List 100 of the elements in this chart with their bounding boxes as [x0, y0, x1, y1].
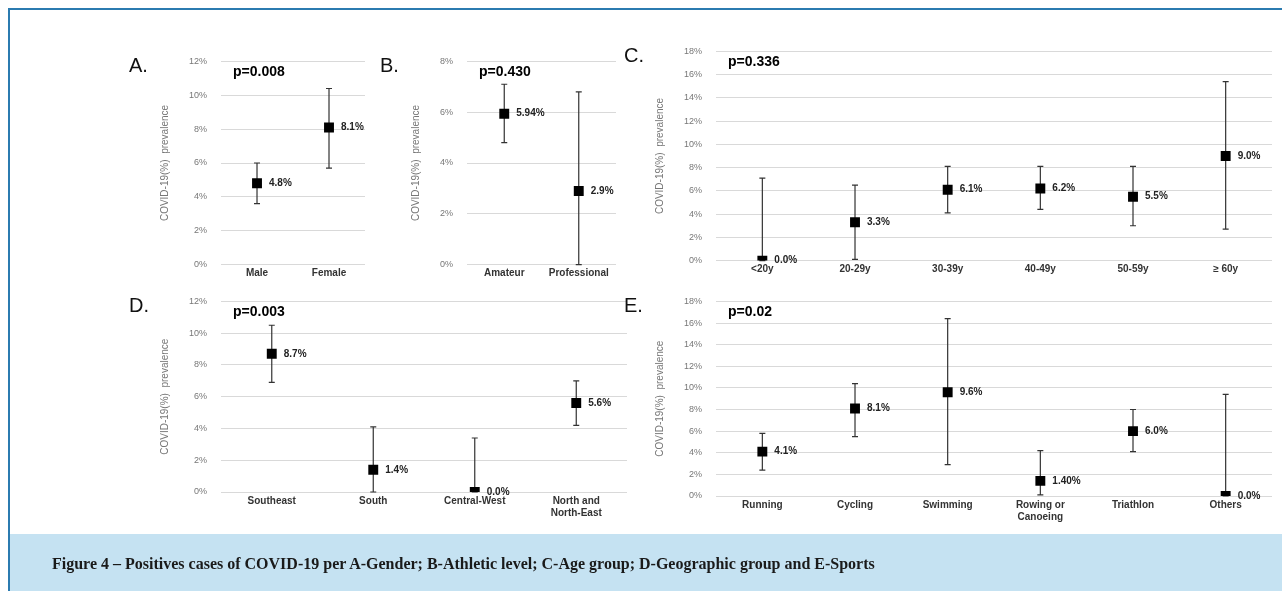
y-tick-label: 8% — [439, 55, 454, 66]
x-tick-label: Others — [1209, 498, 1243, 510]
y-tick-label: 2% — [689, 468, 703, 479]
chart-title: C. — [624, 44, 644, 67]
y-axis-title: COVID-19(%) prevalence — [409, 104, 421, 222]
y-tick-label: 18% — [684, 295, 703, 306]
y-tick-label: 6% — [689, 425, 703, 436]
x-tick-label: 50-59y — [1117, 263, 1150, 275]
data-label: 0.0% — [1237, 489, 1261, 501]
x-tick-label: Rowing or Canoeing — [1015, 498, 1065, 522]
chart-title: D. — [129, 294, 149, 317]
y-tick-label: 18% — [684, 45, 703, 56]
y-tick-label: 0% — [194, 486, 208, 497]
x-tick-label: South — [359, 494, 388, 506]
point — [1035, 183, 1046, 194]
y-tick-label: 6% — [439, 106, 454, 117]
annotation: p=0.008 — [233, 63, 285, 80]
data-label: 1.4% — [385, 463, 409, 475]
y-tick-label: 0% — [194, 259, 208, 270]
data-label: 4.8% — [269, 177, 292, 189]
x-tick-label: Amateur — [483, 267, 525, 279]
y-tick-label: 0% — [689, 490, 703, 501]
x-tick-label: 20-29y — [839, 263, 872, 275]
y-tick-label: 12% — [189, 295, 208, 306]
y-axis-title: COVID-19(%) prevalence — [653, 340, 665, 457]
x-tick-label: 30-39y — [932, 263, 964, 275]
x-tick-label: Triathlon — [1111, 498, 1155, 510]
data-label: 2.9% — [590, 184, 614, 196]
point — [571, 398, 582, 408]
data-label: 0.0% — [486, 485, 510, 497]
y-axis-title: COVID-19(%) prevalence — [158, 338, 170, 455]
point — [1128, 191, 1138, 202]
data-label: 6.2% — [1052, 182, 1076, 194]
y-tick-label: 8% — [194, 123, 208, 134]
data-label: 5.5% — [1145, 190, 1168, 202]
x-tick-label: Southeast — [247, 494, 297, 506]
x-tick-label: Professional — [548, 267, 609, 279]
y-tick-label: 14% — [684, 92, 703, 103]
y-tick-label: 10% — [189, 327, 208, 338]
data-label: 9.0% — [1237, 149, 1261, 161]
y-tick-label: 6% — [194, 391, 208, 402]
y-tick-label: 2% — [439, 208, 454, 219]
data-label: 8.1% — [867, 402, 890, 414]
y-tick-label: 10% — [189, 89, 208, 100]
annotation: p=0.336 — [728, 53, 780, 70]
point — [942, 387, 953, 398]
y-axis-title: COVID-19(%) prevalence — [653, 97, 665, 215]
y-tick-label: 4% — [689, 208, 703, 219]
data-label: 9.6% — [959, 385, 983, 397]
x-tick-label: Female — [311, 267, 347, 279]
point — [1035, 475, 1046, 486]
y-tick-label: 12% — [684, 360, 703, 371]
data-label: 1.40% — [1052, 474, 1081, 486]
x-tick-label: ≥ 60y — [1213, 263, 1239, 275]
y-tick-label: 4% — [194, 422, 208, 433]
data-label: 5.94% — [516, 107, 545, 119]
point — [1220, 151, 1231, 161]
point — [266, 348, 277, 359]
annotation: p=0.02 — [728, 303, 773, 320]
y-tick-label: 2% — [194, 225, 208, 236]
x-tick-label: <20y — [751, 263, 775, 275]
y-tick-label: 14% — [684, 339, 703, 350]
y-tick-label: 4% — [689, 447, 703, 458]
data-label: 4.1% — [774, 445, 798, 457]
point — [757, 446, 768, 457]
x-tick-label: Running — [742, 498, 783, 510]
y-tick-label: 4% — [194, 191, 208, 202]
text: Figure 4 – Positives cases of COVID-19 per A-Gender; B-Athletic level; C-Age group; D-Geographic group and E-Sports — [51, 554, 875, 573]
chart-title: E. — [624, 294, 643, 317]
point — [1128, 426, 1138, 437]
x-tick-label: Male — [245, 267, 269, 279]
x-tick-label: North and North-East — [550, 494, 603, 518]
x-tick-label: 40-49y — [1024, 263, 1057, 275]
y-tick-label: 16% — [684, 317, 703, 328]
annotation: p=0.003 — [233, 303, 285, 320]
data-label: 8.1% — [341, 121, 364, 133]
y-tick-label: 10% — [684, 138, 703, 149]
data-label: 6.0% — [1145, 424, 1168, 436]
y-tick-label: 2% — [194, 454, 208, 465]
point — [942, 184, 953, 195]
y-tick-label: 0% — [439, 259, 454, 270]
y-tick-label: 12% — [189, 55, 208, 66]
y-tick-label: 8% — [689, 404, 703, 414]
y-tick-label: 4% — [439, 157, 454, 168]
data-label: 5.6% — [588, 396, 612, 408]
point — [850, 403, 860, 414]
data-label: 6.1% — [959, 183, 983, 195]
x-tick-label: Cycling — [836, 498, 874, 510]
x-tick-label: Central-West — [444, 494, 507, 506]
y-tick-label: 2% — [689, 231, 703, 242]
annotation: p=0.430 — [479, 63, 531, 80]
x-tick-label: Swimming — [922, 498, 973, 510]
y-tick-label: 10% — [684, 382, 703, 393]
y-tick-label: 12% — [684, 115, 703, 126]
y-tick-label: 6% — [194, 157, 208, 168]
data-label: 0.0% — [774, 254, 798, 266]
y-tick-label: 0% — [689, 255, 703, 266]
data-label: 8.7% — [283, 347, 307, 359]
y-tick-label: 8% — [194, 359, 208, 370]
chart-title: A. — [129, 54, 148, 77]
